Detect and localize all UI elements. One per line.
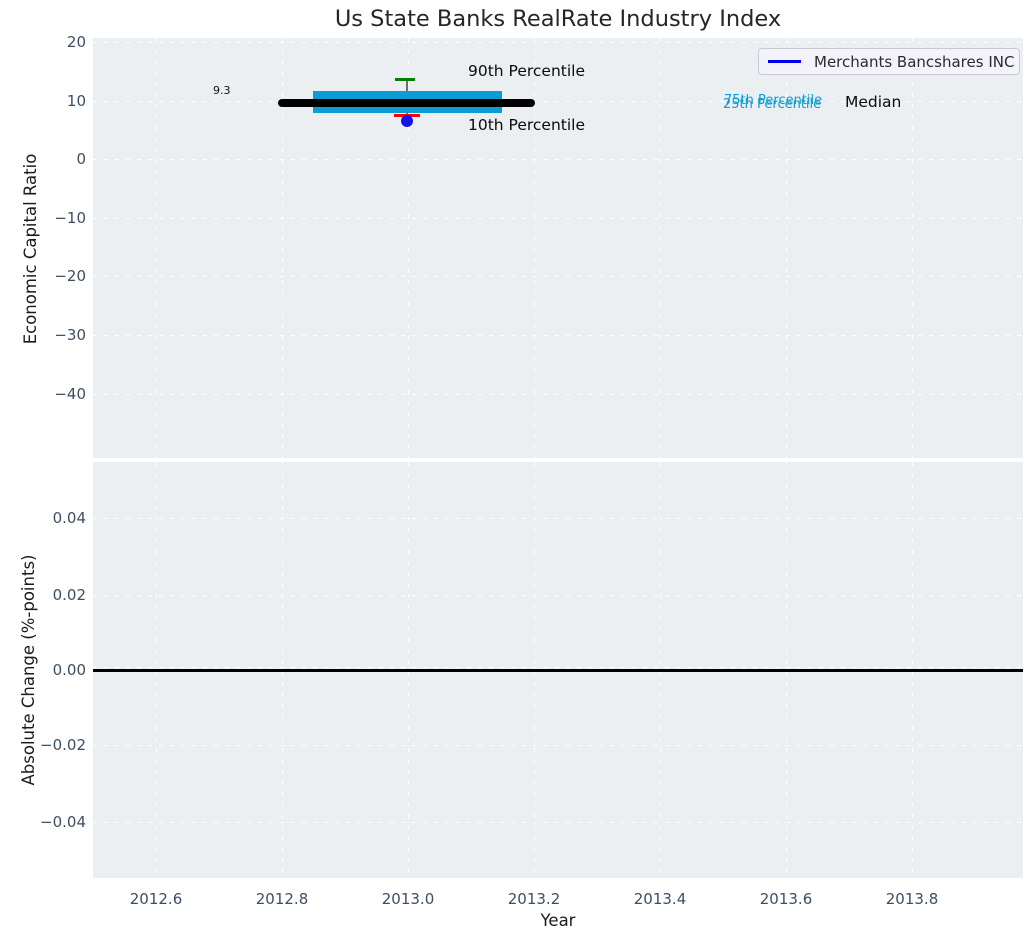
ytick-bottom: 0.00 [52, 661, 86, 679]
gridline [156, 38, 157, 458]
gridline [282, 38, 283, 458]
gridline [93, 394, 1023, 395]
ytick-top: 20 [66, 33, 86, 51]
top-ylabel: Economic Capital Ratio [21, 153, 40, 345]
gridline [912, 38, 913, 458]
gridline [93, 42, 1023, 43]
gridline [93, 159, 1023, 160]
xtick: 2013.4 [633, 890, 687, 908]
gridline [93, 667, 1023, 668]
gridline [408, 38, 409, 458]
gridline [93, 276, 1023, 277]
ytick-top: 0 [76, 150, 86, 168]
company-marker [401, 115, 413, 127]
ytick-top: 10 [66, 92, 86, 110]
gridline [93, 218, 1023, 219]
gridline [93, 822, 1023, 823]
bottom-axes [93, 462, 1023, 878]
annotation-10th-percentile: 10th Percentile [468, 116, 586, 134]
ytick-top: −10 [54, 209, 86, 227]
median-line [278, 99, 535, 107]
annotation-90th-percentile: 90th Percentile [468, 62, 586, 80]
xtick: 2012.6 [129, 890, 183, 908]
xlabel: Year [540, 911, 576, 930]
annotation-median: Median [845, 93, 902, 111]
legend-series-label: Merchants Bancshares INC [814, 52, 1015, 71]
legend: Merchants Bancshares INC [758, 48, 1020, 75]
annotation-75th-percentile: 75th Percentile [724, 93, 823, 108]
annotation-25th-percentile: 25th Percentile [723, 97, 822, 112]
ytick-top: −40 [54, 385, 86, 403]
gridline [93, 335, 1023, 336]
zero-baseline [93, 669, 1023, 672]
ytick-bottom: −0.04 [40, 813, 86, 831]
median-value-label: 9.3 [213, 84, 231, 97]
legend-line-sample [768, 60, 801, 63]
gridline [93, 518, 1023, 519]
xtick: 2013.0 [381, 890, 435, 908]
gridline [786, 38, 787, 458]
gridline [93, 745, 1023, 746]
gridline [93, 595, 1023, 596]
xtick: 2012.8 [255, 890, 309, 908]
top-axes [93, 38, 1023, 458]
xtick: 2013.8 [885, 890, 939, 908]
gridline [93, 101, 1023, 102]
p90-cap [395, 78, 415, 81]
bottom-ylabel: Absolute Change (%-points) [19, 554, 38, 786]
ytick-bottom: −0.02 [40, 736, 86, 754]
gridline [660, 38, 661, 458]
gridline [534, 38, 535, 458]
xtick: 2013.2 [507, 890, 561, 908]
xtick: 2013.6 [759, 890, 813, 908]
ytick-top: −20 [54, 267, 86, 285]
ytick-bottom: 0.04 [52, 509, 86, 527]
chart-title: Us State Banks RealRate Industry Index [334, 6, 782, 32]
ytick-bottom: 0.02 [52, 586, 86, 604]
ytick-top: −30 [54, 326, 86, 344]
